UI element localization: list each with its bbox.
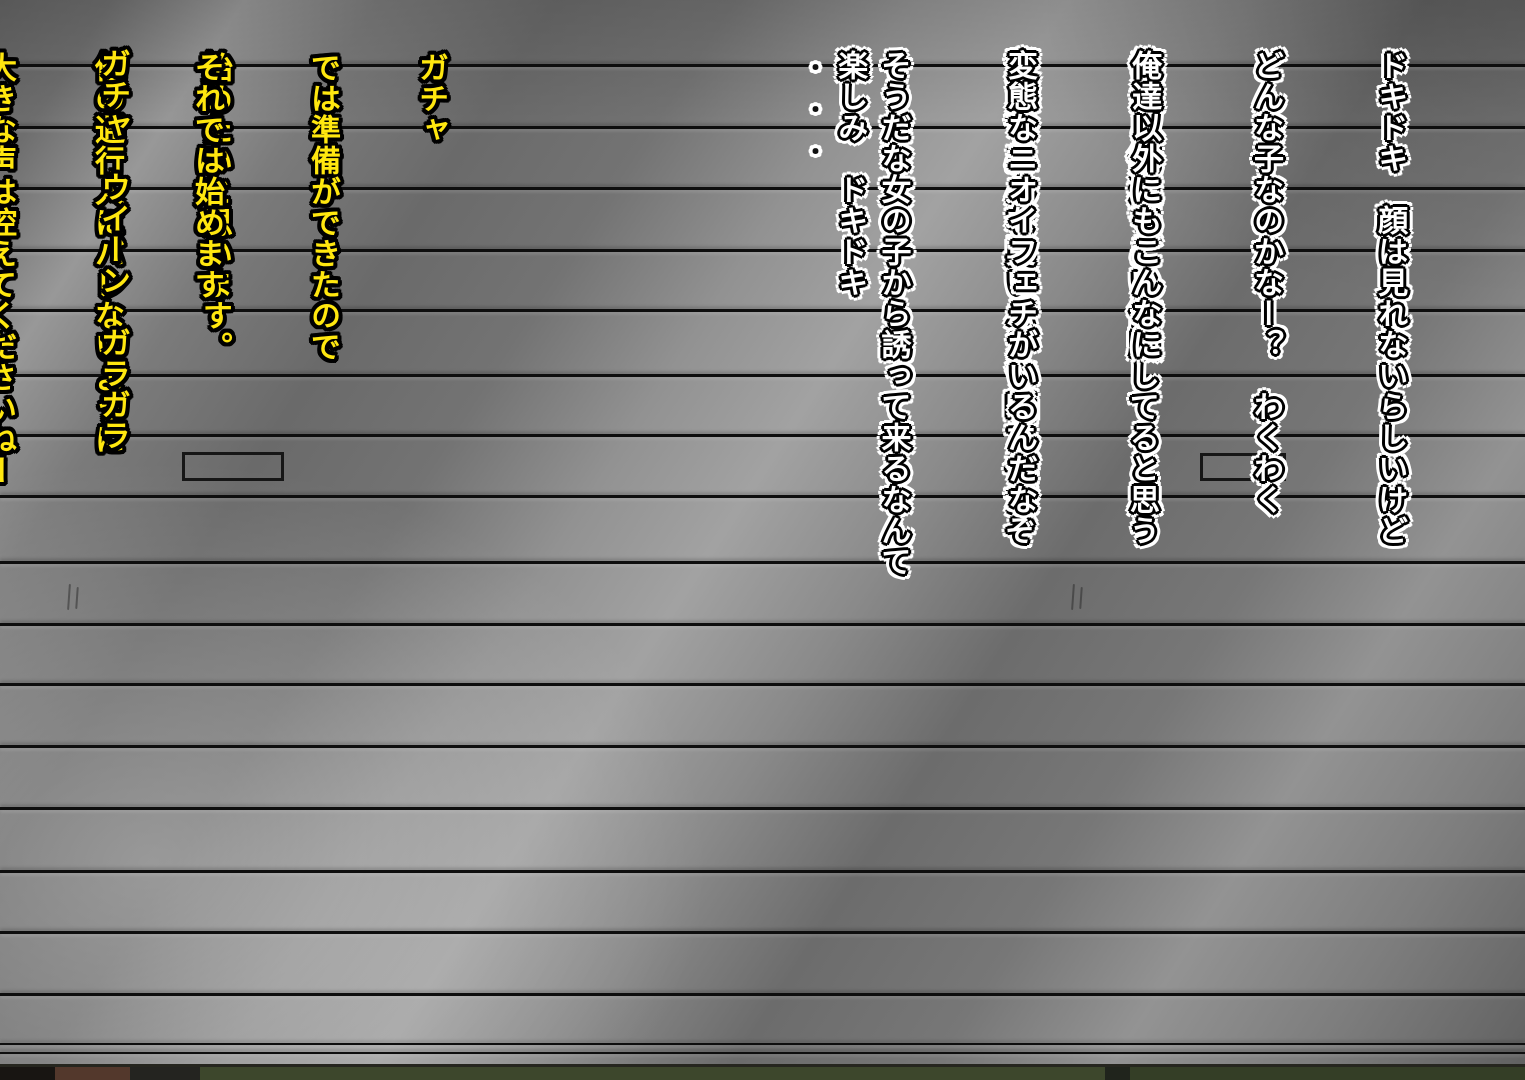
under-shutter-gap xyxy=(0,1067,1525,1080)
shutter-slat-line xyxy=(0,249,1525,252)
shutter-slat-line xyxy=(0,495,1525,498)
shutter-slat-line xyxy=(0,126,1525,129)
shutter-slat-line xyxy=(0,683,1525,686)
thought-line: 変態なニオイフェチがいるんだな xyxy=(1002,50,1038,515)
speech-line: 他の通行人にバレないように xyxy=(89,52,124,455)
gap-segment xyxy=(1105,1067,1130,1080)
shutter-slat-line xyxy=(0,1043,1525,1045)
shutter-slat-line xyxy=(0,64,1525,67)
ellipsis-line: ・・・ xyxy=(799,55,827,181)
thought-line: きっと俺達すごい体験してると思う xyxy=(1123,50,1159,546)
shutter-slat-line xyxy=(0,745,1525,748)
gap-segment xyxy=(130,1067,200,1080)
thought-text-right: ドキドキ 顔は見れないらしいけど どんな子なのかなー？ わくわく きっと俺達すご… xyxy=(789,50,1493,577)
speech-text-center: 楽しみ ドキドキ xyxy=(746,50,953,298)
shutter-slat-line xyxy=(0,623,1525,626)
label-plate-right xyxy=(1200,453,1286,481)
thought-line: ドキドキ 顔は見れないらしいけど xyxy=(1372,50,1408,546)
sfx-line: ガチャ ウイーン ガラガラ xyxy=(95,48,130,451)
speech-text-left-2: それでは始めます xyxy=(105,52,308,300)
shutter-slat-line xyxy=(0,561,1525,564)
shutter-slat-line xyxy=(0,309,1525,312)
shutter-slat-line xyxy=(0,807,1525,810)
thought-text-right-2: 俺達以外にもこんなに 変態なニオイフェチがいるんだな xyxy=(916,50,1247,515)
label-plate-left xyxy=(182,452,284,481)
ellipsis-text: ・・・ xyxy=(740,55,887,239)
shutter-slat-line xyxy=(0,434,1525,437)
speech-line: ガチャ xyxy=(413,52,448,145)
thought-line: そうだな女の子から誘って来るなんて xyxy=(875,50,911,577)
shutter-slat-line xyxy=(0,1052,1525,1054)
shutter-slat-line xyxy=(0,993,1525,996)
thought-line: 俺達以外にもこんなに xyxy=(1126,50,1162,360)
speech-text-left: ガチャ では準備ができたので 始めたいと思います。 他の通行人にバレないように … xyxy=(0,52,520,486)
gap-segment xyxy=(200,1067,1105,1080)
speech-line: 大きな声は控えてくださいねー xyxy=(0,52,16,486)
speech-line: 楽しみ ドキドキ xyxy=(832,50,868,298)
gap-segment xyxy=(55,1067,130,1080)
thought-line: だってあんな臭いパンツ晒す子だぞ xyxy=(999,50,1035,546)
sfx-text: ガチャ ウイーン ガラガラ xyxy=(11,48,214,451)
gap-segment xyxy=(1130,1067,1525,1080)
shutter-slat-line xyxy=(0,931,1525,934)
shutter-slat-line xyxy=(0,374,1525,377)
shutter-bottom-edge xyxy=(0,1064,1525,1067)
thought-line: どんな子なのかなー？ わくわく xyxy=(1248,50,1284,515)
speech-line: では準備ができたので xyxy=(305,52,340,362)
speech-line: それでは始めます xyxy=(189,52,224,300)
shutter-slat-line xyxy=(0,187,1525,190)
speech-line: 始めたいと思います。 xyxy=(197,52,232,362)
gap-segment xyxy=(0,1067,55,1080)
shutter-slat-line xyxy=(0,870,1525,873)
